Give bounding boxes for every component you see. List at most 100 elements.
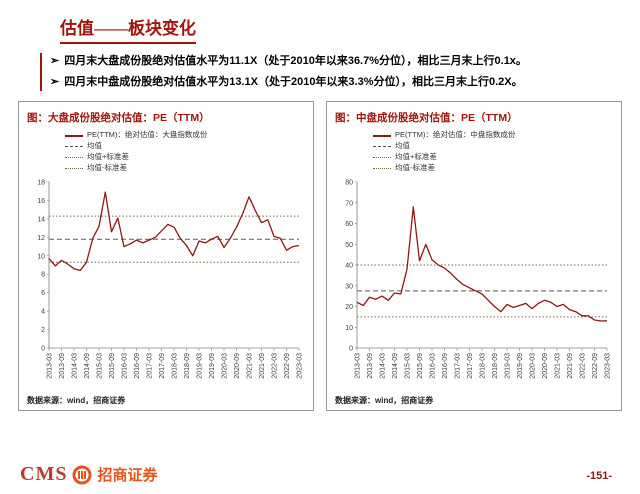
svg-text:2014-03: 2014-03: [72, 353, 79, 379]
legend-item: 均值-标准差: [373, 163, 615, 174]
svg-text:2019-03: 2019-03: [197, 353, 204, 379]
svg-text:2015-03: 2015-03: [97, 353, 104, 379]
legend-marker-dashed: [65, 146, 83, 147]
svg-text:2022-09: 2022-09: [592, 353, 599, 379]
svg-text:2021-03: 2021-03: [247, 353, 254, 379]
legend-label: 均值-标准差: [87, 162, 127, 172]
legend-item: 均值+标准差: [65, 152, 307, 163]
page-number: -151-: [586, 470, 612, 482]
legend-label: 均值+标准差: [87, 151, 129, 161]
header: 估值——板块变化: [60, 14, 640, 44]
svg-text:60: 60: [345, 221, 353, 228]
svg-text:50: 50: [345, 241, 353, 248]
legend-marker-dashed: [373, 146, 391, 147]
svg-text:2018-03: 2018-03: [172, 353, 179, 379]
svg-text:80: 80: [345, 179, 353, 186]
svg-text:2021-03: 2021-03: [555, 353, 562, 379]
svg-text:2013-09: 2013-09: [59, 353, 66, 379]
chart-title: 图：中盘成份股绝对估值：PE（TTM）: [335, 112, 518, 125]
svg-text:10: 10: [37, 253, 45, 260]
svg-text:2016-03: 2016-03: [122, 353, 129, 379]
svg-text:6: 6: [41, 290, 45, 297]
svg-text:2020-09: 2020-09: [542, 353, 549, 379]
svg-text:2016-09: 2016-09: [134, 353, 141, 379]
bullet-arrow-icon: ➢: [50, 75, 60, 88]
svg-text:2017-03: 2017-03: [147, 353, 154, 379]
legend-item: PE(TTM)：绝对估值：中盘指数成份: [373, 130, 615, 141]
bullet-list: ➢ 四月末大盘成份股绝对估值水平为11.1X（处于2010年以来36.7%分位）…: [40, 53, 618, 92]
svg-text:2019-09: 2019-09: [517, 353, 524, 379]
svg-text:2021-09: 2021-09: [567, 353, 574, 379]
data-source: 数据来源：wind，招商证券: [335, 395, 434, 405]
legend-marker-dotted: [65, 167, 83, 169]
svg-text:2015-09: 2015-09: [109, 353, 116, 379]
svg-text:2015-03: 2015-03: [405, 353, 412, 379]
legend-label: 均值: [87, 141, 102, 151]
svg-text:2013-03: 2013-03: [355, 353, 362, 379]
chart-panel-large-cap: 图：大盘成份股绝对估值：PE（TTM） PE(TTM)：绝对估值：大盘指数成份均…: [18, 101, 314, 411]
bullet-text: 四月末大盘成份股绝对估值水平为11.1X（处于2010年以来36.7%分位），相…: [64, 55, 527, 67]
svg-text:2017-03: 2017-03: [455, 353, 462, 379]
chart-title: 图：大盘成份股绝对估值：PE（TTM）: [27, 112, 210, 125]
cms-logo-text: CMS: [20, 463, 68, 485]
svg-text:2: 2: [41, 327, 45, 334]
svg-text:2016-03: 2016-03: [430, 353, 437, 379]
svg-text:2020-03: 2020-03: [530, 353, 537, 379]
chart-panel-mid-cap: 图：中盘成份股绝对估值：PE（TTM） PE(TTM)：绝对估值：中盘指数成份均…: [326, 101, 622, 411]
legend-marker-dotted: [373, 156, 391, 158]
svg-text:2016-09: 2016-09: [442, 353, 449, 379]
bullet-item: ➢ 四月末中盘成份股绝对估值水平为13.1X（处于2010年以来3.3%分位），…: [50, 74, 618, 92]
charts-row: 图：大盘成份股绝对估值：PE（TTM） PE(TTM)：绝对估值：大盘指数成份均…: [18, 101, 622, 411]
legend-marker-dotted: [373, 167, 391, 169]
legend-item: 均值: [65, 141, 307, 152]
svg-text:70: 70: [345, 200, 353, 207]
legend-marker-solid-red: [65, 134, 83, 137]
svg-text:30: 30: [345, 283, 353, 290]
svg-text:2014-03: 2014-03: [380, 353, 387, 379]
chart-canvas: 0 10 20 30 40 50 60 70 80 2013-03 2013-09 2014-03 20…: [345, 179, 612, 379]
svg-text:2014-09: 2014-09: [84, 353, 91, 379]
svg-text:2017-09: 2017-09: [467, 353, 474, 379]
svg-text:2022-09: 2022-09: [284, 353, 291, 379]
data-source: 数据来源：wind，招商证券: [27, 395, 126, 405]
page-title: 估值——板块变化: [60, 14, 196, 44]
svg-text:2021-09: 2021-09: [259, 353, 266, 379]
chart-canvas: 0 2 4 6 8 10 12 14 16 18 2013-03 2013-09 2014-03 2014…: [37, 179, 304, 379]
svg-text:8: 8: [41, 271, 45, 278]
svg-text:2015-09: 2015-09: [417, 353, 424, 379]
svg-text:2019-03: 2019-03: [505, 353, 512, 379]
svg-text:2018-09: 2018-09: [492, 353, 499, 379]
svg-text:2018-03: 2018-03: [480, 353, 487, 379]
svg-text:2023-03: 2023-03: [605, 353, 612, 379]
legend-label: 均值-标准差: [395, 162, 435, 172]
svg-text:2017-09: 2017-09: [159, 353, 166, 379]
svg-text:16: 16: [37, 198, 45, 205]
cms-emblem-icon: [72, 465, 92, 484]
legend-item: 均值+标准差: [373, 152, 615, 163]
bullet-arrow-icon: ➢: [50, 55, 60, 67]
legend-item: 均值: [373, 141, 615, 152]
bullet-text: 四月末中盘成份股绝对估值水平为13.1X（处于2010年以来3.3%分位），相比…: [64, 75, 523, 88]
svg-text:20: 20: [345, 304, 353, 311]
svg-text:0: 0: [41, 345, 45, 352]
svg-text:10: 10: [345, 324, 353, 331]
svg-text:2019-09: 2019-09: [209, 353, 216, 379]
svg-text:40: 40: [345, 262, 353, 269]
legend-item: PE(TTM)：绝对估值：大盘指数成份: [65, 130, 307, 141]
chart-legend: PE(TTM)：绝对估值：大盘指数成份 均值 均值+标准差 均值-标准差: [65, 130, 307, 174]
svg-text:2018-09: 2018-09: [184, 353, 191, 379]
svg-text:2020-09: 2020-09: [234, 353, 241, 379]
svg-text:2013-03: 2013-03: [47, 353, 54, 379]
legend-label: PE(TTM)：绝对估值：大盘指数成份: [87, 130, 208, 140]
svg-text:14: 14: [37, 216, 45, 223]
svg-text:2013-09: 2013-09: [367, 353, 374, 379]
svg-text:0: 0: [349, 345, 353, 352]
legend-item: 均值-标准差: [65, 163, 307, 174]
legend-label: 均值: [395, 141, 410, 151]
svg-text:2022-03: 2022-03: [580, 353, 587, 379]
footer-logo: CMS 招商证券: [20, 463, 157, 486]
legend-marker-solid-red: [373, 134, 391, 137]
svg-text:18: 18: [37, 179, 45, 186]
svg-text:2023-03: 2023-03: [297, 353, 304, 379]
svg-text:4: 4: [41, 308, 45, 315]
